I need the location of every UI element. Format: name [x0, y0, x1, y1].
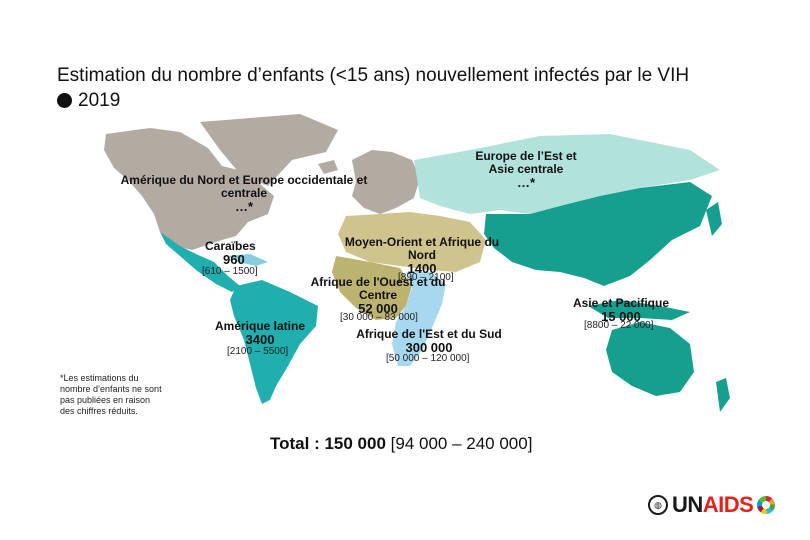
- region-north-america-europe: [104, 128, 274, 250]
- region-name: Amérique latine: [214, 319, 306, 333]
- region-name: Afrique de l'Est et du Sud: [356, 327, 502, 341]
- sdg-wheel-icon: [757, 496, 776, 514]
- region-iceland: [318, 160, 338, 174]
- region-latin-america-central: [160, 232, 240, 292]
- label-caribbean: Caraïbes 960: [205, 239, 267, 267]
- region-value: …*: [234, 199, 254, 214]
- region-europe: [352, 150, 420, 214]
- region-new-zealand: [716, 378, 730, 412]
- region-indonesia: [588, 300, 690, 320]
- region-name: Moyen-Orient et Afrique du Nord: [344, 235, 500, 262]
- region-name: Amérique du Nord et Europe occidentale e…: [120, 173, 368, 200]
- label-west-central-africa: Afrique de l'Ouest et du Centre 52 000: [308, 275, 448, 316]
- range-west-central-africa: [30 000 – 83 000]: [340, 312, 418, 323]
- region-value: 52 000: [358, 301, 398, 316]
- region-value: 15 000: [601, 309, 641, 324]
- region-latin-america: [230, 280, 318, 404]
- range-caribbean: [610 – 1500]: [202, 266, 258, 277]
- range-asia-pacific: [8800 – 22 000]: [584, 320, 654, 331]
- region-value: 960: [223, 252, 245, 267]
- footnote: *Les estimations du nombre d’enfants ne …: [60, 373, 162, 416]
- region-middle-east-north-africa: [338, 212, 486, 272]
- label-eastern-europe-central-asia: Europe de l’Est et Asie centrale …*: [470, 149, 582, 190]
- title-line-2: 2019: [57, 88, 777, 113]
- map-title: Estimation du nombre d’enfants (<15 ans)…: [57, 63, 777, 113]
- region-eastern-europe-central-asia: [414, 134, 720, 214]
- region-name: Afrique de l'Ouest et du Centre: [310, 275, 446, 302]
- label-middle-east-north-africa: Moyen-Orient et Afrique du Nord 1400: [340, 235, 504, 276]
- total: Total : 150 000 [94 000 – 240 000]: [270, 434, 532, 454]
- region-value: 3400: [245, 332, 275, 347]
- label-north-america-europe: Amérique du Nord et Europe occidentale e…: [113, 173, 375, 214]
- range-middle-east-north-africa: [890 – 2100]: [398, 272, 454, 283]
- region-australia: [606, 322, 694, 396]
- region-value: 300 000: [405, 340, 453, 355]
- region-asia-pacific: [484, 182, 712, 286]
- region-name: Europe de l’Est et Asie centrale: [475, 149, 577, 176]
- label-asia-pacific: Asie et Pacifique 15 000: [562, 296, 680, 324]
- bullet-icon: [57, 93, 72, 108]
- un-emblem-icon: ◍: [648, 495, 668, 515]
- region-west-central-africa: [332, 256, 412, 320]
- region-name: Caraïbes: [205, 239, 256, 253]
- total-range: [94 000 – 240 000]: [390, 434, 533, 453]
- label-east-southern-africa: Afrique de l'Est et du Sud 300 000: [352, 327, 506, 355]
- region-greenland: [200, 114, 338, 186]
- title-line-1: Estimation du nombre d’enfants (<15 ans)…: [57, 65, 690, 86]
- region-japan: [706, 202, 722, 236]
- title-year: 2019: [78, 90, 121, 111]
- range-east-southern-africa: [50 000 – 120 000]: [386, 353, 470, 364]
- range-latin-america: [2100 – 5500]: [227, 346, 289, 357]
- region-name: Asie et Pacifique: [572, 296, 670, 310]
- label-latin-america: Amérique latine 3400: [212, 319, 308, 347]
- region-value: 1400: [407, 261, 437, 276]
- region-value: …*: [516, 175, 536, 190]
- total-label: Total : 150 000: [270, 434, 386, 453]
- unaids-logo: ◍ UNAIDS: [648, 492, 776, 518]
- region-caribbean: [228, 254, 268, 266]
- region-east-southern-africa: [392, 272, 446, 366]
- logo-wordmark: UNAIDS: [672, 492, 754, 517]
